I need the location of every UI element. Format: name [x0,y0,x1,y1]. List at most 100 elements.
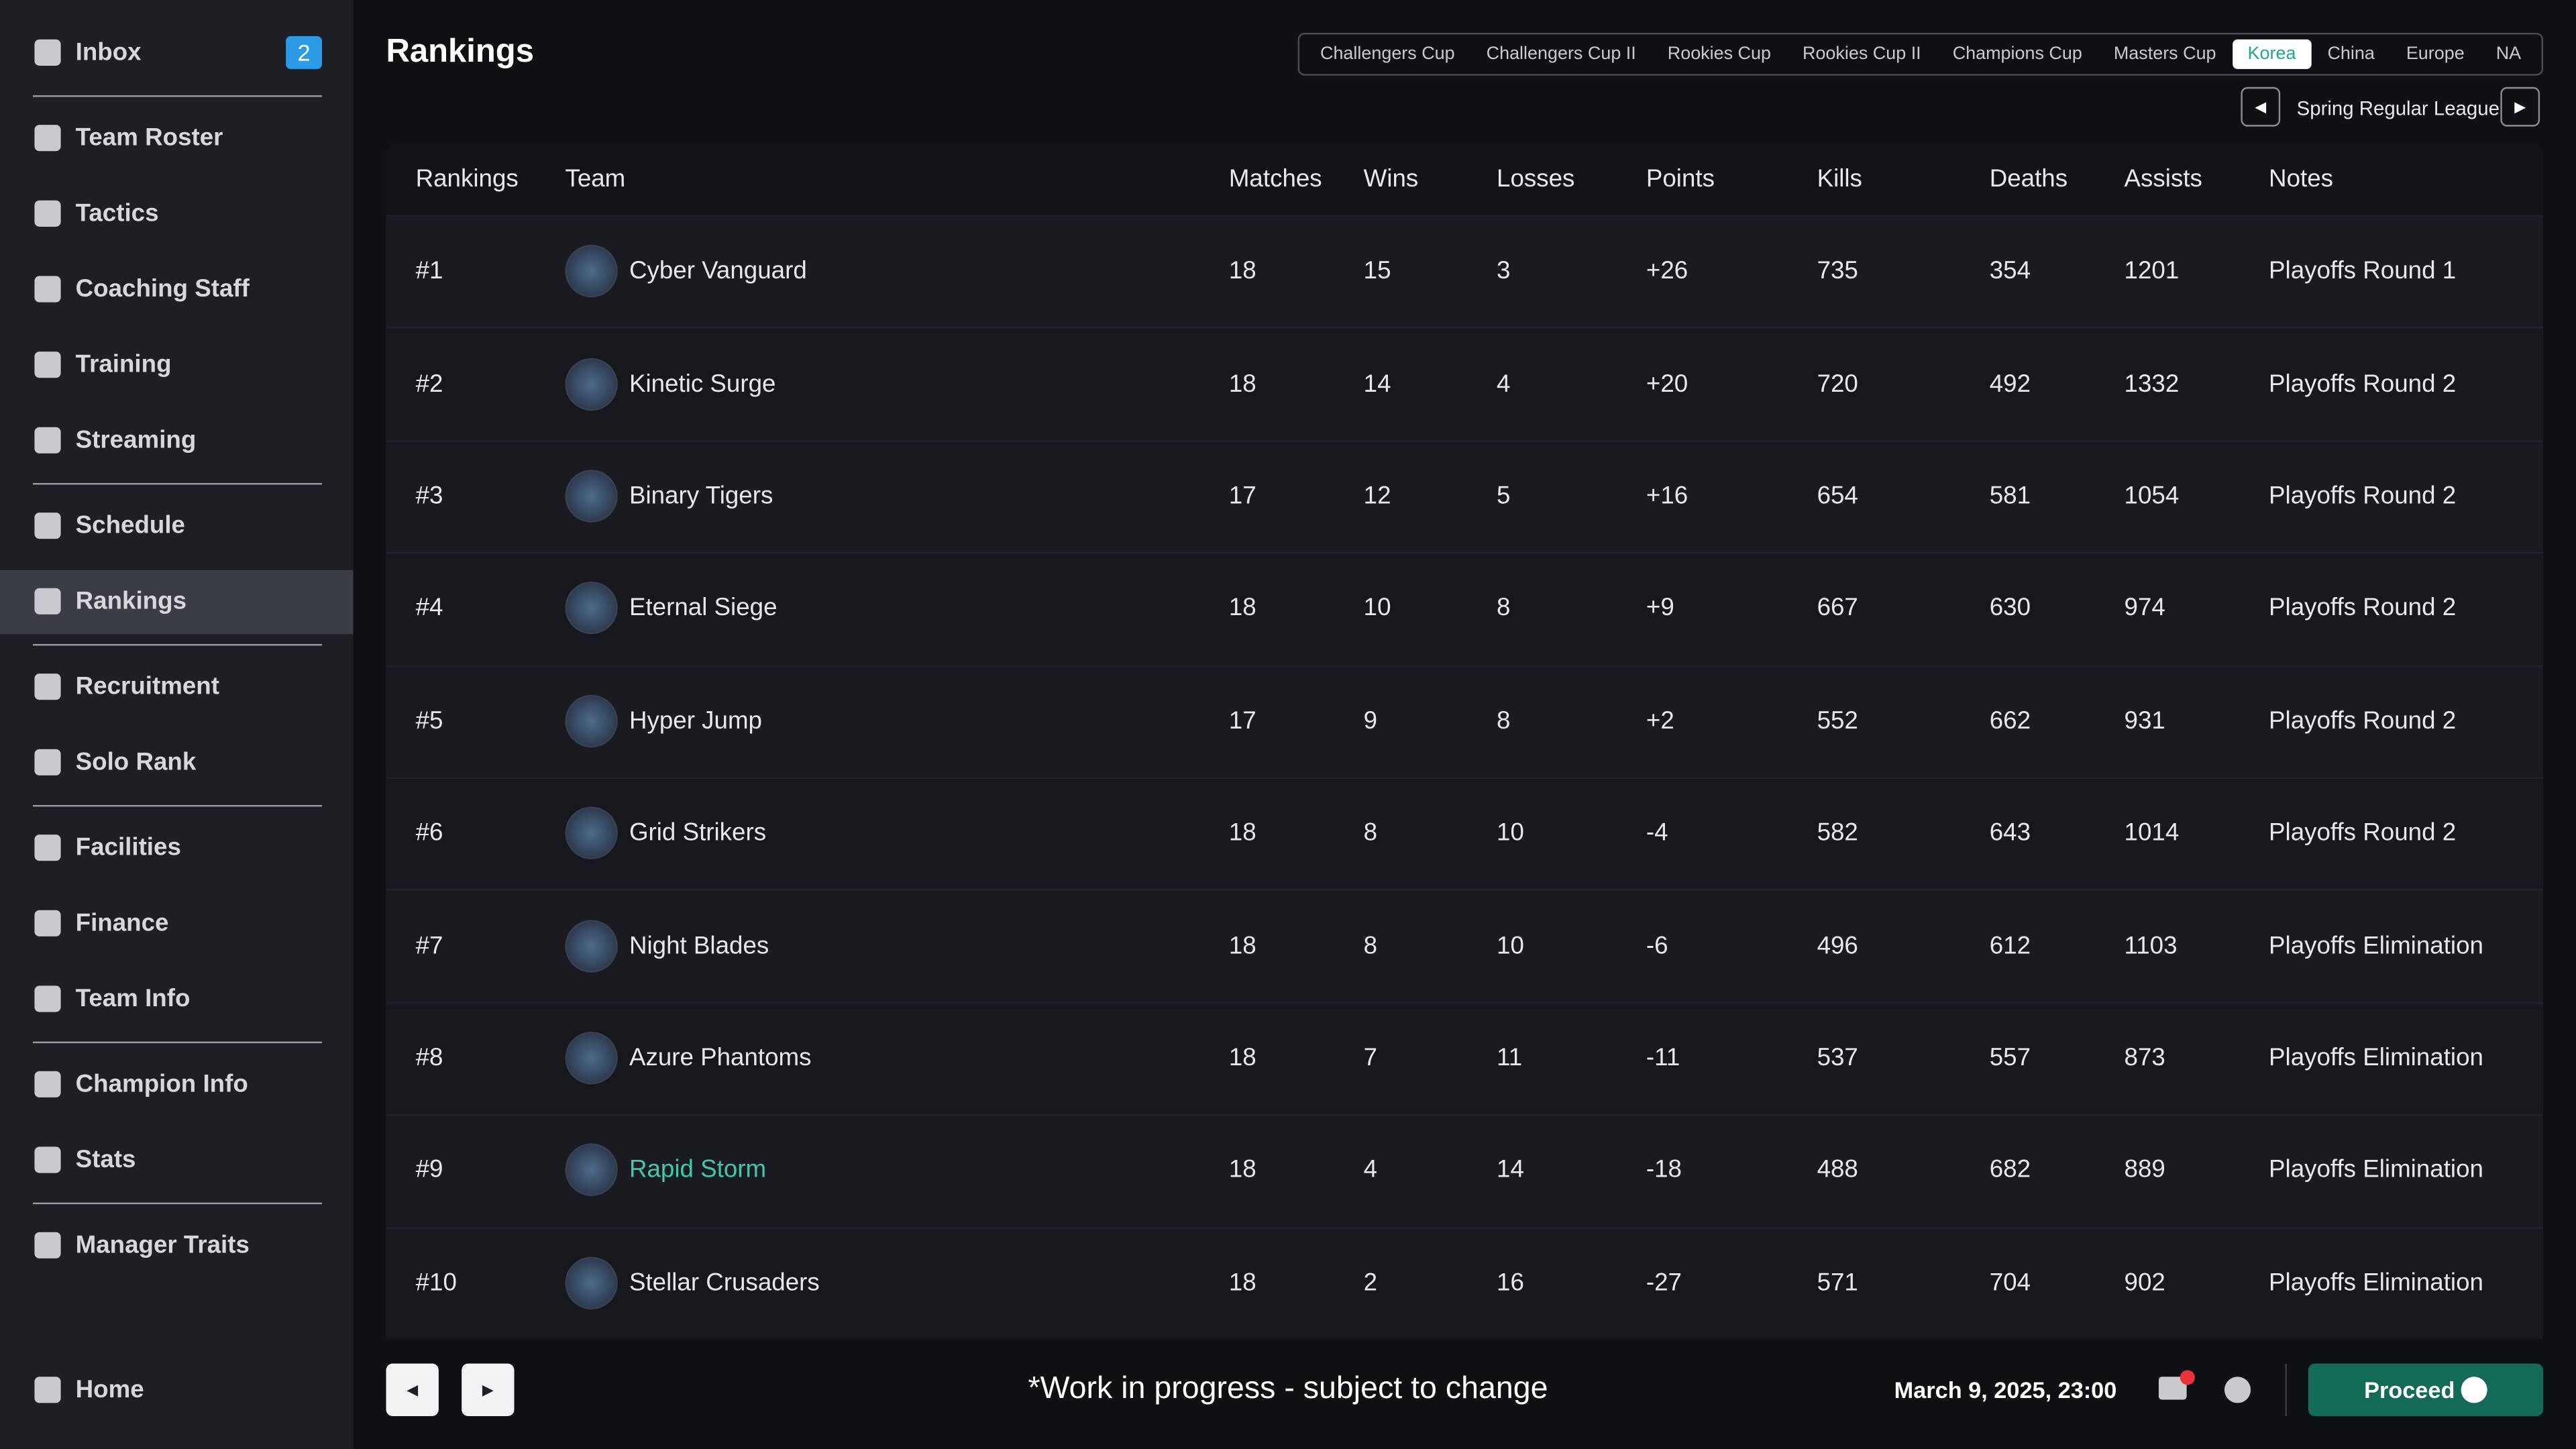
nav-item[interactable]: Team Roster [75,123,223,152]
table-cell: -11 [1646,1044,1680,1072]
proceed-button[interactable] [2308,1363,2544,1417]
nav-item[interactable]: Inbox [75,38,142,67]
nav-icon [34,125,61,152]
team-logo [565,357,618,411]
nav-home[interactable]: Home [75,1376,144,1404]
table-cell: 14 [1363,370,1391,398]
nav-item[interactable]: Team Info [75,985,191,1013]
table-cell: #2 [415,370,443,398]
table-header-bg [386,143,2544,215]
team-logo [565,245,618,298]
table-cell: Playoffs Elimination [2269,1269,2483,1297]
team-name: Night Blades [629,931,769,960]
tab[interactable]: NA [2496,44,2522,64]
table-cell: 2 [1363,1269,1378,1297]
nav-item[interactable]: Training [75,350,172,379]
league-prev[interactable]: ◀ [2241,87,2281,127]
table-cell: 17 [1228,482,1256,511]
column-header: Notes [2269,165,2334,193]
settings-icon[interactable] [2224,1377,2251,1403]
table-cell: 873 [2124,1044,2165,1072]
tab[interactable]: Europe [2406,44,2465,64]
team-name: Grid Strikers [629,819,767,847]
table-row [386,552,2544,665]
table-cell: 643 [1989,819,2031,847]
nav-icon [34,674,61,700]
table-cell: 537 [1817,1044,1858,1072]
table-cell: Playoffs Round 2 [2269,482,2457,511]
nav-item[interactable]: Coaching Staff [75,275,250,303]
table-cell: Playoffs Round 2 [2269,706,2457,735]
next-button[interactable]: ▶ [462,1363,515,1417]
nav-icon [34,588,61,614]
nav-icon [34,985,61,1012]
nav-item[interactable]: Rankings [75,587,186,616]
table-cell: 682 [1989,1156,2031,1185]
tab[interactable]: Masters Cup [2113,44,2216,64]
table-cell: #1 [415,257,443,286]
nav-icon [34,39,61,66]
team-name: Stellar Crusaders [629,1269,820,1297]
table-cell: +9 [1646,594,1674,623]
page-title: Rankings [386,34,534,70]
column-header: Rankings [415,165,519,193]
table-cell: 18 [1228,257,1256,286]
table-cell: 571 [1817,1269,1858,1297]
table-cell: 5 [1497,482,1511,511]
column-header: Points [1646,165,1715,193]
table-cell: 552 [1817,706,1858,735]
nav-item[interactable]: Facilities [75,833,181,862]
nav-item[interactable]: Recruitment [75,672,220,701]
prev-button[interactable]: ◀ [386,1363,439,1417]
table-cell: #3 [415,482,443,511]
nav-item[interactable]: Solo Rank [75,748,197,777]
table-cell: 557 [1989,1044,2031,1072]
nav-separator [32,483,323,485]
table-cell: 496 [1817,931,1858,960]
table-cell: Playoffs Elimination [2269,1156,2483,1185]
table-row [386,439,2544,553]
nav-item[interactable]: Streaming [75,426,197,455]
table-cell: 18 [1228,594,1256,623]
datetime: March 9, 2025, 23:00 [1894,1377,2117,1403]
table-cell: 18 [1228,1269,1256,1297]
team-name: Rapid Storm [629,1156,767,1185]
nav-icon [34,200,61,227]
tab[interactable]: China [2327,44,2375,64]
column-header: Matches [1228,165,1322,193]
nav-icon [34,835,61,861]
table-cell: Playoffs Round 2 [2269,370,2457,398]
tab[interactable]: Korea [2232,39,2312,69]
table-cell: 12 [1363,482,1391,511]
table-row [386,664,2544,777]
table-cell: -6 [1646,931,1668,960]
nav-item[interactable]: Champion Info [75,1070,248,1099]
nav-icon [34,427,61,453]
nav-item[interactable]: Finance [75,909,169,938]
table-cell: 18 [1228,370,1256,398]
table-cell: +20 [1646,370,1688,398]
tab[interactable]: Challengers Cup II [1486,44,1636,64]
proceed-icon [2461,1377,2487,1403]
league-next[interactable]: ▶ [2500,87,2540,127]
tab[interactable]: Challengers Cup [1320,44,1455,64]
table-cell: 704 [1989,1269,2031,1297]
nav-icon [34,910,61,936]
tab[interactable]: Rookies Cup [1667,44,1772,64]
table-cell: 18 [1228,931,1256,960]
sidebar [0,0,354,1449]
tab[interactable]: Rookies Cup II [1802,44,1921,64]
table-cell: 15 [1363,257,1391,286]
team-logo [565,470,618,523]
table-cell: #4 [415,594,443,623]
nav-item[interactable]: Stats [75,1146,136,1174]
tab[interactable]: Champions Cup [1952,44,2082,64]
column-header: Assists [2124,165,2202,193]
team-logo [565,806,618,860]
team-name: Azure Phantoms [629,1044,812,1072]
nav-separator [32,95,323,97]
nav-item[interactable]: Manager Traits [75,1231,250,1260]
table-cell: 18 [1228,1156,1256,1185]
nav-item[interactable]: Schedule [75,511,185,540]
nav-item[interactable]: Tactics [75,199,159,228]
